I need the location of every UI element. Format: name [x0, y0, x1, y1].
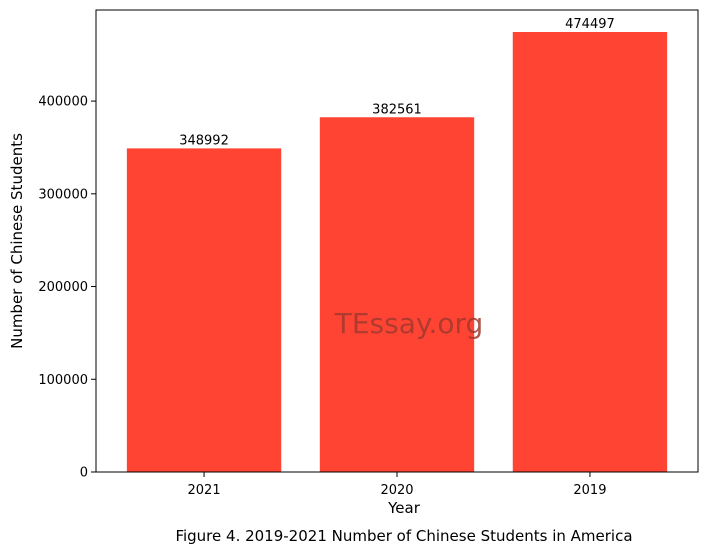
y-tick-label-400000: 400000 [38, 95, 88, 110]
watermark: TEssay.org [334, 307, 484, 340]
figure-caption: Figure 4. 2019-2021 Number of Chinese St… [175, 527, 632, 545]
x-tick-label-2019: 2019 [573, 483, 606, 498]
y-axis-title: Number of Chinese Students [8, 133, 26, 349]
data-labels-group: 348992 382561 474497 [179, 17, 615, 148]
y-tick-label-0: 0 [80, 466, 88, 481]
bar-2019 [512, 32, 668, 473]
x-tick-label-2021: 2021 [188, 483, 221, 498]
y-axis-ticks: 0 100000 200000 300000 400000 [38, 95, 96, 481]
data-label-2021: 348992 [179, 133, 229, 148]
bar-2021 [126, 148, 282, 472]
data-label-2019: 474497 [565, 17, 615, 32]
bar-2020 [319, 117, 475, 473]
y-tick-label-300000: 300000 [38, 187, 88, 202]
x-axis-ticks: 2021 2020 2019 [188, 472, 606, 498]
x-axis-title: Year [387, 499, 421, 517]
y-tick-label-200000: 200000 [38, 280, 88, 295]
bars-group [126, 32, 668, 473]
data-label-2020: 382561 [372, 102, 422, 117]
y-tick-label-100000: 100000 [38, 373, 88, 388]
x-tick-label-2020: 2020 [380, 483, 413, 498]
